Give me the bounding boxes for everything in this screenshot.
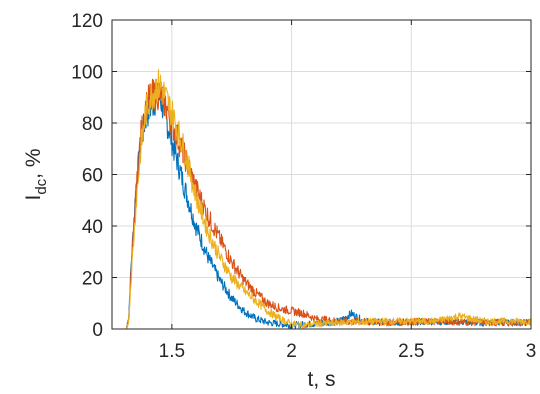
grid [112, 19, 532, 330]
y-tick-label: 20 [82, 269, 103, 290]
y-tick-label: 100 [71, 63, 103, 84]
y-tick-label: 0 [92, 320, 103, 341]
y-tick-label: 60 [82, 166, 103, 187]
y-axis-label: Idc, % [22, 148, 50, 200]
y-axis-label-subscript: dc [33, 178, 50, 194]
y-axis-label-main: I [22, 195, 45, 201]
x-tick-label: 3 [526, 341, 537, 362]
series-line-2 [111, 78, 532, 330]
y-tick-labels: 0 20 40 60 80 100 120 [71, 11, 103, 341]
x-tick-label: 2.5 [398, 341, 424, 362]
y-tick-label: 80 [82, 114, 103, 135]
axes [111, 19, 532, 330]
y-tick-label: 40 [82, 217, 103, 238]
x-tick-label: 2 [286, 341, 297, 362]
y-tick-label: 120 [71, 11, 103, 32]
x-tick-label: 1.5 [159, 341, 185, 362]
x-axis-label: t, s [307, 368, 335, 391]
y-axis-label-tail: , % [22, 148, 45, 178]
x-tick-labels: 1.5 2 2.5 3 [159, 341, 537, 362]
series-group [111, 69, 532, 330]
series-line-3 [111, 69, 532, 330]
